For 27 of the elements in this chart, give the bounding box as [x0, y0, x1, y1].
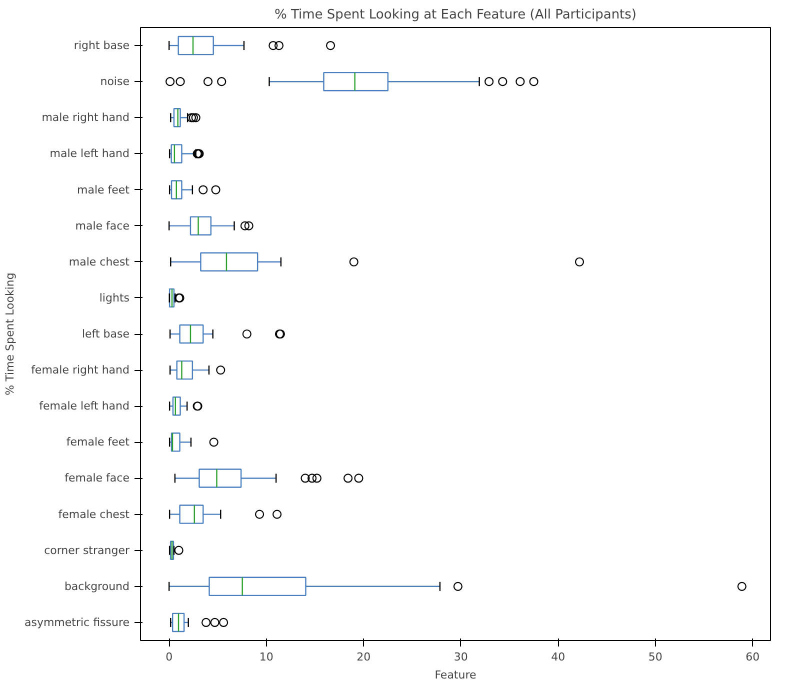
chart-title: % Time Spent Looking at Each Feature (All Participants): [274, 8, 637, 22]
x-tick-label: 20: [356, 650, 371, 664]
y-tick-label: background: [64, 580, 130, 593]
y-tick-label: female chest: [58, 508, 130, 521]
y-tick-label: asymmetric fissure: [24, 616, 130, 629]
y-tick-label: male right hand: [42, 111, 130, 124]
x-tick-label: 0: [166, 650, 173, 664]
y-axis-title: % Time Spent Looking: [3, 272, 16, 396]
y-tick-label: male chest: [68, 255, 130, 268]
y-tick-label: noise: [100, 75, 130, 88]
y-tick-label: lights: [99, 291, 130, 304]
y-tick-label: female left hand: [39, 400, 130, 413]
y-tick-label: corner stranger: [44, 544, 130, 557]
y-tick-label: female face: [64, 472, 130, 485]
y-tick-label: male feet: [77, 183, 130, 196]
x-tick-label: 30: [454, 650, 468, 664]
y-tick-label: male left hand: [50, 147, 130, 160]
x-axis-title: Feature: [434, 668, 477, 682]
y-tick-label: right base: [74, 39, 130, 52]
x-tick-label: 10: [259, 650, 274, 664]
x-tick-label: 60: [746, 650, 760, 664]
y-tick-label: male face: [75, 219, 130, 232]
y-tick-label: left base: [82, 328, 130, 340]
y-tick-label: female feet: [66, 436, 130, 449]
y-tick-label: female right hand: [31, 364, 130, 377]
x-tick-label: 50: [648, 650, 662, 664]
x-tick-label: 40: [551, 650, 566, 664]
